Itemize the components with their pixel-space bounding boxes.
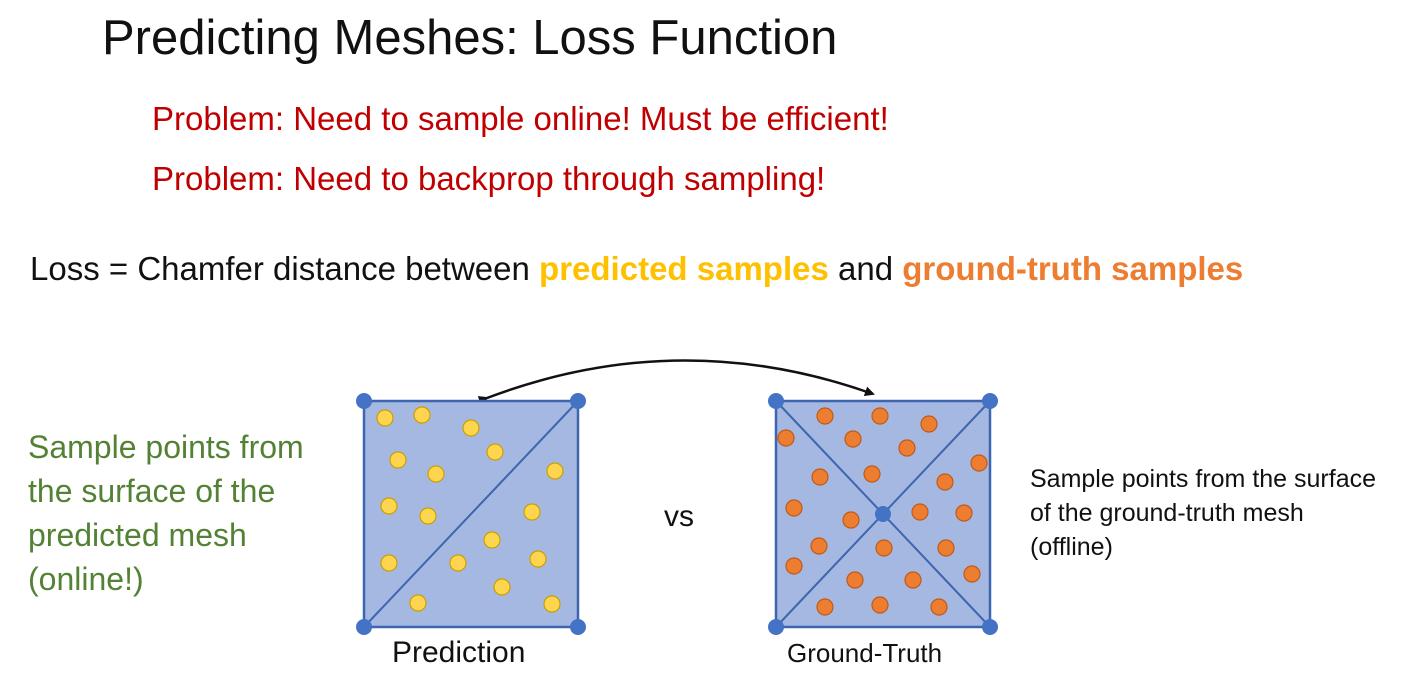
prediction-label: Prediction xyxy=(392,636,526,669)
loss-definition: Loss = Chamfer distance between predicte… xyxy=(30,250,1243,288)
ground-truth-sample-point xyxy=(871,407,889,425)
predicted-sample-point xyxy=(449,554,467,572)
prediction-vertex xyxy=(356,393,372,409)
ground-truth-mesh xyxy=(768,393,998,635)
ground-truth-sample-point xyxy=(955,504,973,522)
ground-truth-sample-point xyxy=(963,565,981,583)
ground-truth-sample-point xyxy=(911,503,929,521)
ground-truth-sample-point xyxy=(846,571,864,589)
predicted-sampling-note: Sample points from the surface of the pr… xyxy=(28,429,304,597)
prediction-vertex xyxy=(356,619,372,635)
prediction-mesh xyxy=(356,393,586,635)
ground-truth-sampling-note: Sample points from the surface of the gr… xyxy=(1030,465,1376,561)
ground-truth-vertex xyxy=(768,619,784,635)
ground-truth-sample-point xyxy=(811,468,829,486)
ground-truth-vertex xyxy=(982,393,998,409)
problem-backprop: Problem: Need to backprop through sampli… xyxy=(152,160,826,197)
comparison-arrow xyxy=(477,359,875,406)
ground-truth-sample-point xyxy=(863,465,881,483)
predicted-sample-point xyxy=(376,409,394,427)
prediction-vertex xyxy=(570,619,586,635)
predicted-sample-point xyxy=(419,507,437,525)
predicted-sample-point xyxy=(529,550,547,568)
predicted-sample-point xyxy=(427,465,445,483)
predicted-sample-point xyxy=(486,443,504,461)
ground-truth-sample-point xyxy=(785,499,803,517)
ground-truth-sample-point xyxy=(777,429,795,447)
ground-truth-sample-point xyxy=(816,598,834,616)
loss-prefix: Loss = Chamfer distance between xyxy=(30,250,540,287)
vs-label: vs xyxy=(664,500,694,533)
ground-truth-vertex xyxy=(768,393,784,409)
prediction-mesh-diagonal xyxy=(363,400,579,628)
ground-truth-sample-point xyxy=(970,454,988,472)
ground-truth-sample-point xyxy=(844,430,862,448)
predicted-sample-point xyxy=(413,406,431,424)
ground-truth-sample-point xyxy=(920,415,938,433)
predicted-samples-label: predicted samples xyxy=(539,250,829,287)
prediction-vertex xyxy=(570,393,586,409)
loss-and: and xyxy=(828,250,903,287)
predicted-sample-point xyxy=(380,554,398,572)
predicted-sample-point xyxy=(462,419,480,437)
slide-title: Predicting Meshes: Loss Function xyxy=(102,11,838,65)
ground-truth-vertex xyxy=(982,619,998,635)
ground-truth-sample-point xyxy=(875,539,893,557)
ground-truth-label: Ground-Truth xyxy=(787,638,943,668)
predicted-sample-point xyxy=(380,497,398,515)
ground-truth-sample-point xyxy=(871,596,889,614)
ground-truth-sample-point xyxy=(898,439,916,457)
predicted-sample-point xyxy=(523,503,541,521)
ground-truth-center-vertex xyxy=(875,506,891,522)
ground-truth-sample-point xyxy=(842,511,860,529)
predicted-sample-point xyxy=(483,531,501,549)
predicted-sample-point xyxy=(409,594,427,612)
ground-truth-sample-point xyxy=(785,557,803,575)
predicted-sample-point xyxy=(389,451,407,469)
predicted-sample-point xyxy=(543,595,561,613)
predicted-sample-point xyxy=(546,462,564,480)
ground-truth-sample-point xyxy=(936,473,954,491)
ground-truth-sample-point xyxy=(810,537,828,555)
ground-truth-sample-point xyxy=(937,539,955,557)
ground-truth-samples-label: ground-truth samples xyxy=(902,250,1244,287)
problem-online: Problem: Need to sample online! Must be … xyxy=(152,100,889,137)
predicted-sample-point xyxy=(493,578,511,596)
ground-truth-sample-point xyxy=(930,598,948,616)
ground-truth-sample-point xyxy=(904,571,922,589)
ground-truth-sample-point xyxy=(816,407,834,425)
